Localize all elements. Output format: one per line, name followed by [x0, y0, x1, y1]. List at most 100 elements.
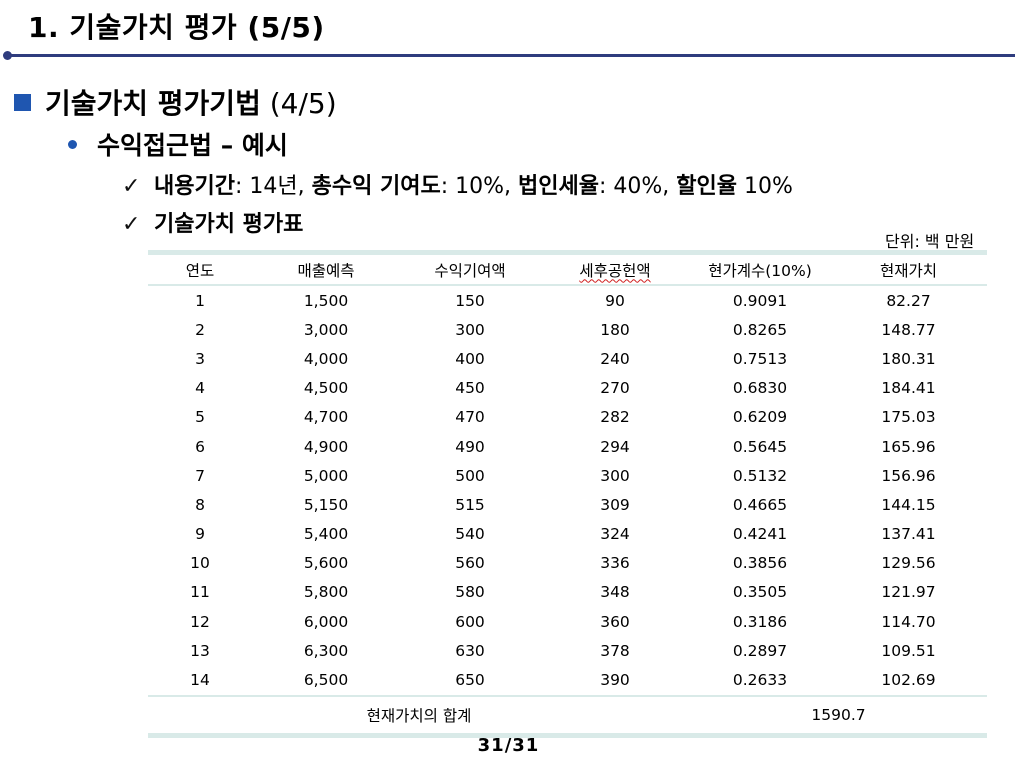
table-cell: 5,600 — [303, 554, 349, 573]
table-cell: 11 — [190, 583, 210, 602]
table-cell: 0.9091 — [732, 291, 788, 310]
label-period: 내용기간 — [154, 174, 235, 199]
table-cell: 0.8265 — [732, 320, 788, 339]
slide-title: 1. 기술가치 평가 (5/5) — [28, 11, 325, 44]
table-row: 5 4,700 470 282 0.6209 175.03 — [148, 403, 987, 432]
table-cell: 6,500 — [303, 671, 349, 690]
table-cell: 150 — [455, 291, 485, 310]
table-cell: 1 — [195, 291, 205, 310]
table-header-rule — [148, 284, 987, 286]
table-cell: 3 — [195, 349, 205, 368]
table-cell: 348 — [600, 583, 630, 602]
table-cell: 0.6830 — [732, 379, 788, 398]
column-header: 연도 — [185, 261, 215, 280]
subheading-text: 수익접근법 – 예시 — [97, 131, 288, 160]
table-cell: 630 — [455, 641, 485, 660]
value-period: : 14년, — [234, 174, 312, 199]
table-row: 7 5,000 500 300 0.5132 156.96 — [148, 461, 987, 490]
table-cell: 4,500 — [303, 379, 349, 398]
table-cell: 336 — [600, 554, 630, 573]
title-rule — [8, 54, 1015, 57]
table-cell: 560 — [455, 554, 485, 573]
table-cell: 114.70 — [881, 612, 936, 631]
table-cell: 148.77 — [881, 320, 936, 339]
table-cell: 515 — [455, 495, 485, 514]
sum-label: 현재가치의 합계 — [366, 706, 472, 725]
table-cell: 0.4241 — [732, 525, 788, 544]
table-cell: 175.03 — [881, 408, 936, 427]
table-cell: 0.3186 — [732, 612, 788, 631]
table-cell: 5,400 — [303, 525, 349, 544]
sum-value: 1590.7 — [811, 705, 866, 724]
table-body: 1 1,500 150 90 0.9091 82.27 2 3,000 300 180 0.826… — [148, 286, 987, 695]
table-cell: 180 — [600, 320, 630, 339]
table-cell: 0.3856 — [732, 554, 788, 573]
table-cell: 490 — [455, 437, 485, 456]
table-cell: 400 — [455, 349, 485, 368]
table-cell: 6,000 — [303, 612, 349, 631]
table-row: 12 6,000 600 360 0.3186 114.70 — [148, 607, 987, 636]
table-cell: 0.5645 — [732, 437, 788, 456]
table-cell: 294 — [600, 437, 630, 456]
table-row: 6 4,900 490 294 0.5645 165.96 — [148, 432, 987, 461]
table-cell: 378 — [600, 641, 630, 660]
table-cell: 8 — [195, 495, 205, 514]
checkmark-icon: ✓ — [122, 212, 141, 237]
table-cell: 4,000 — [303, 349, 349, 368]
heading-suffix: (4/5) — [269, 87, 337, 120]
table-cell: 14 — [190, 671, 210, 690]
table-cell: 9 — [195, 525, 205, 544]
table-cell: 5 — [195, 408, 205, 427]
column-header: 수익기여액 — [434, 261, 506, 280]
title-rule-dot — [3, 51, 12, 60]
label-contribution: 총수익 기여도 — [311, 174, 441, 199]
unit-label: 단위: 백 만원 — [885, 232, 975, 251]
table-cell: 4 — [195, 379, 205, 398]
check-item-assumptions: ✓ 내용기간: 14년, 총수익 기여도: 10%, 법인세율: 40%, 할인율… — [122, 168, 793, 200]
table-cell: 2 — [195, 320, 205, 339]
table-cell: 10 — [190, 554, 210, 573]
heading: 기술가치 평가기법 (4/5) — [14, 82, 337, 122]
table-cell: 82.27 — [886, 291, 931, 310]
table-cell: 0.3505 — [732, 583, 788, 602]
label-tax-rate: 법인세율 — [518, 174, 599, 199]
table-cell: 540 — [455, 525, 485, 544]
table-cell: 4,700 — [303, 408, 349, 427]
column-header: 매출예측 — [297, 261, 355, 280]
table-cell: 7 — [195, 466, 205, 485]
heading-bold: 기술가치 평가기법 — [45, 87, 261, 120]
table-cell: 300 — [600, 466, 630, 485]
table-cell: 156.96 — [881, 466, 936, 485]
valuation-table: 연도 매출예측 수익기여액 세후공헌액 현가계수(10%) 현재가치 1 1,50… — [148, 250, 987, 738]
table-bottom-rule — [148, 732, 987, 738]
table-cell: 184.41 — [881, 379, 936, 398]
table-cell: 5,150 — [303, 495, 349, 514]
table-cell: 309 — [600, 495, 630, 514]
table-cell: 13 — [190, 641, 210, 660]
table-cell: 300 — [455, 320, 485, 339]
table-cell: 5,000 — [303, 466, 349, 485]
table-cell: 450 — [455, 379, 485, 398]
table-cell: 90 — [605, 291, 625, 310]
table-cell: 109.51 — [881, 641, 936, 660]
square-bullet-icon — [14, 94, 31, 111]
table-cell: 165.96 — [881, 437, 936, 456]
table-cell: 180.31 — [881, 349, 936, 368]
table-row: 9 5,400 540 324 0.4241 137.41 — [148, 520, 987, 549]
table-cell: 390 — [600, 671, 630, 690]
table-cell: 282 — [600, 408, 630, 427]
table-cell: 0.5132 — [732, 466, 788, 485]
column-header: 현재가치 — [879, 261, 938, 280]
table-cell: 0.2897 — [732, 641, 788, 660]
label-discount-rate: 할인율 — [676, 174, 738, 199]
table-cell: 102.69 — [881, 671, 936, 690]
value-contribution: : 10%, — [440, 174, 519, 199]
table-cell: 240 — [600, 349, 630, 368]
table-row: 4 4,500 450 270 0.6830 184.41 — [148, 374, 987, 403]
table-cell: 3,000 — [303, 320, 349, 339]
table-row: 2 3,000 300 180 0.8265 148.77 — [148, 315, 987, 344]
round-bullet-icon — [68, 140, 77, 149]
value-tax-rate: : 40%, — [598, 174, 677, 199]
page-number: 31/31 — [477, 735, 540, 756]
table-cell: 580 — [455, 583, 485, 602]
